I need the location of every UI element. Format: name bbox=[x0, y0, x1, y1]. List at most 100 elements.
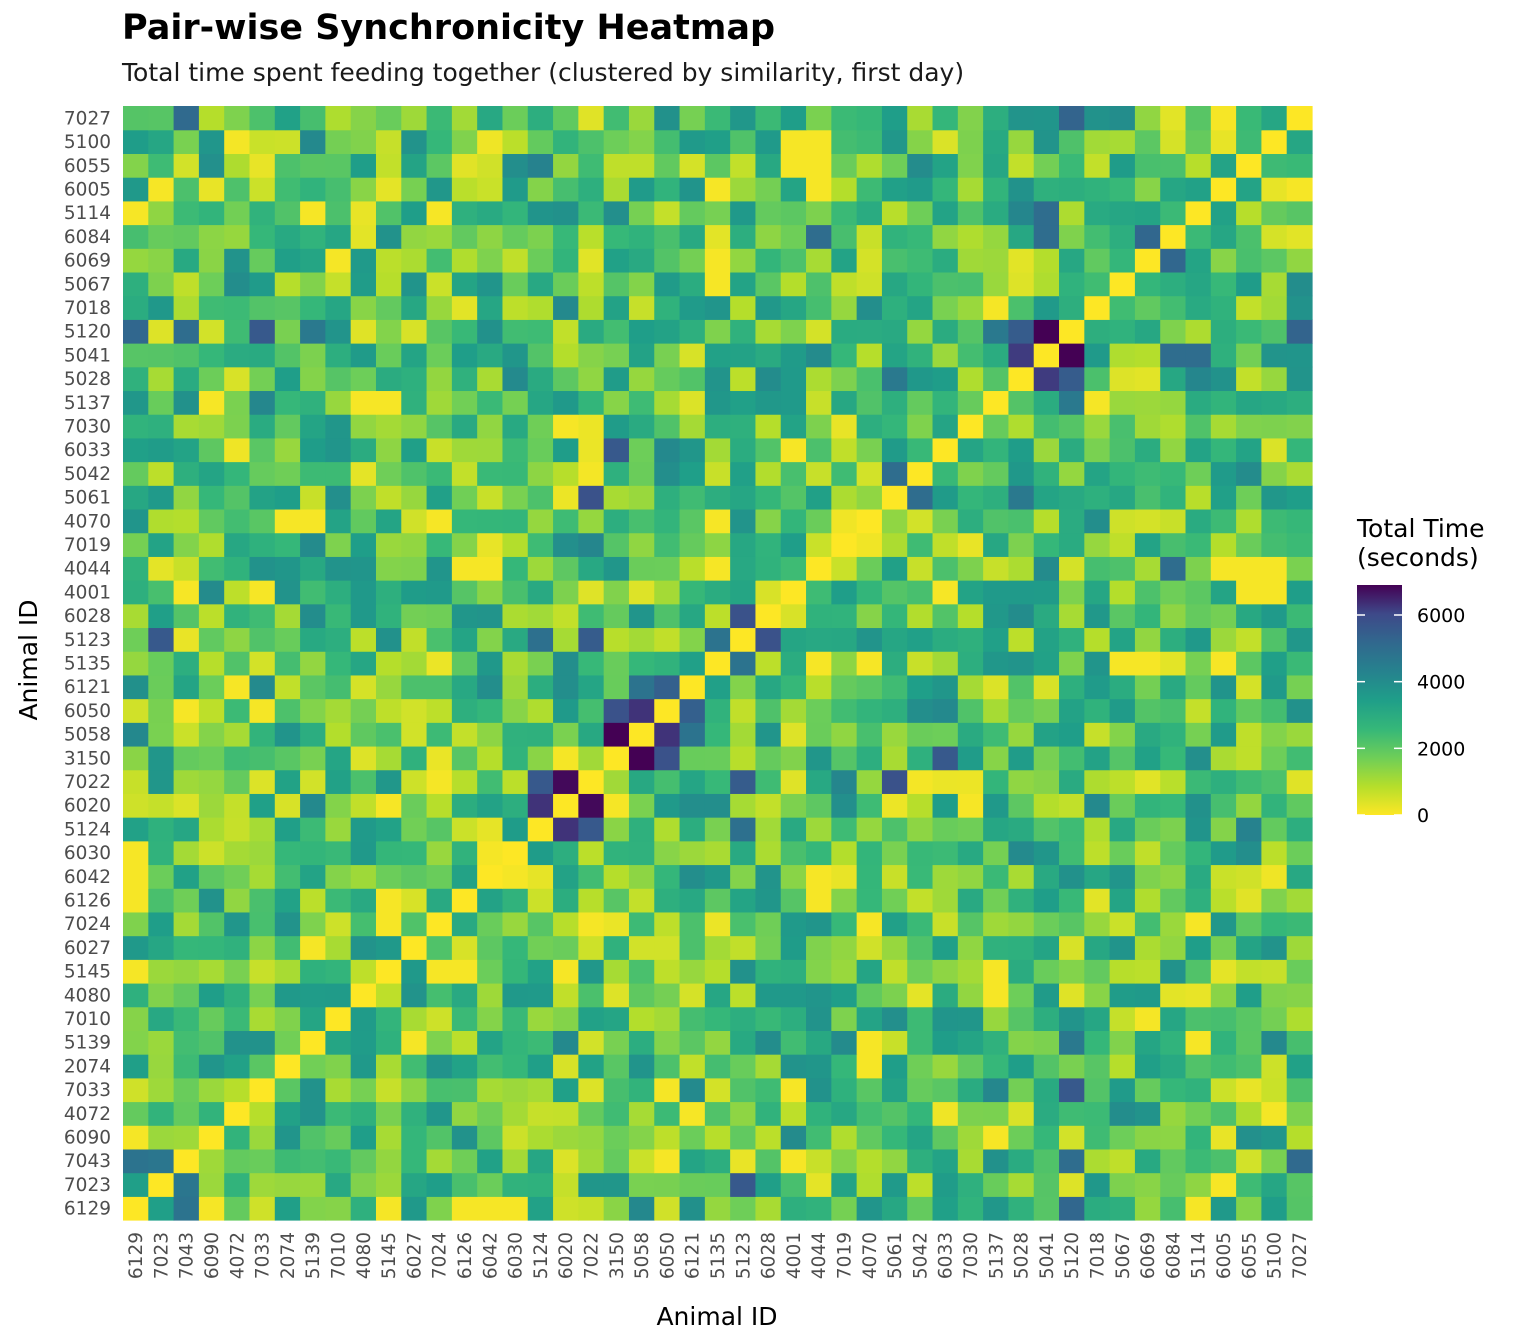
heatmap-cell bbox=[426, 793, 453, 818]
heatmap-cell bbox=[173, 1172, 200, 1197]
heatmap-cell bbox=[502, 1125, 529, 1150]
heatmap-cell bbox=[553, 769, 579, 794]
heatmap-cell bbox=[350, 911, 377, 937]
heatmap-cell bbox=[274, 437, 301, 463]
heatmap-cell bbox=[198, 935, 225, 960]
heatmap-cell bbox=[628, 366, 655, 392]
heatmap-cell bbox=[755, 508, 782, 534]
heatmap-cell bbox=[831, 1006, 858, 1031]
heatmap-cell bbox=[983, 627, 1010, 652]
heatmap-cell bbox=[806, 1006, 832, 1031]
heatmap-cell bbox=[881, 959, 908, 984]
heatmap-cell bbox=[224, 129, 251, 154]
x-tick-label: 5100 bbox=[1265, 1232, 1286, 1279]
heatmap-cell bbox=[527, 674, 554, 700]
heatmap-cell bbox=[679, 1054, 706, 1079]
heatmap-cell bbox=[1236, 911, 1263, 937]
heatmap-cell bbox=[502, 129, 529, 154]
heatmap-cell bbox=[375, 1101, 402, 1126]
heatmap-cell bbox=[198, 461, 225, 486]
heatmap-cell bbox=[123, 295, 149, 320]
heatmap-cell bbox=[780, 532, 807, 557]
heatmap-cell bbox=[173, 1054, 200, 1079]
heatmap-cell bbox=[173, 982, 200, 1008]
heatmap-cell bbox=[983, 817, 1010, 842]
heatmap-cell bbox=[907, 271, 934, 297]
heatmap-cell bbox=[907, 745, 934, 771]
heatmap-cell bbox=[477, 935, 504, 960]
heatmap-cell bbox=[1286, 769, 1313, 794]
heatmap-cell bbox=[451, 248, 478, 273]
heatmap-cell bbox=[1059, 153, 1085, 178]
heatmap-cell bbox=[300, 817, 326, 842]
heatmap-cell bbox=[1185, 106, 1212, 131]
x-tick-label: 6126 bbox=[455, 1232, 476, 1279]
heatmap-cell bbox=[451, 1054, 478, 1079]
heatmap-cell bbox=[1109, 177, 1136, 202]
heatmap-cell bbox=[1210, 1030, 1237, 1055]
heatmap-cell bbox=[1084, 177, 1111, 202]
heatmap-cell bbox=[1286, 1125, 1313, 1150]
heatmap-cell bbox=[451, 153, 478, 178]
heatmap-cell bbox=[401, 390, 428, 415]
heatmap-cell bbox=[1261, 580, 1288, 605]
heatmap-cell bbox=[1261, 1101, 1288, 1126]
heatmap-cell bbox=[730, 224, 757, 249]
heatmap-cell bbox=[704, 390, 731, 415]
heatmap-cell bbox=[1185, 982, 1212, 1008]
heatmap-cell bbox=[1109, 485, 1136, 510]
heatmap-cell bbox=[1134, 390, 1161, 415]
heatmap-cell bbox=[553, 485, 579, 510]
heatmap-cell bbox=[957, 935, 984, 960]
heatmap-cell bbox=[654, 769, 681, 794]
heatmap-cell bbox=[502, 177, 529, 202]
heatmap-cell bbox=[375, 888, 402, 913]
heatmap-cell bbox=[1261, 1054, 1288, 1079]
heatmap-cell bbox=[1236, 390, 1263, 415]
heatmap-cell bbox=[755, 935, 782, 960]
heatmap-cell bbox=[1185, 461, 1212, 486]
heatmap-cell bbox=[1059, 366, 1085, 392]
heatmap-cell bbox=[1033, 793, 1060, 818]
heatmap-cell bbox=[1059, 129, 1085, 154]
heatmap-cell bbox=[856, 1196, 883, 1221]
heatmap-cell bbox=[831, 698, 858, 723]
heatmap-cell bbox=[1160, 461, 1187, 486]
heatmap-cell bbox=[704, 1054, 731, 1079]
heatmap-cell bbox=[730, 1125, 757, 1150]
heatmap-cell bbox=[628, 1006, 655, 1031]
heatmap-cell bbox=[881, 129, 908, 154]
heatmap-cell bbox=[856, 769, 883, 794]
heatmap-cell bbox=[932, 603, 959, 629]
heatmap-cell bbox=[1185, 603, 1212, 629]
x-tick-label: 7027 bbox=[1290, 1232, 1311, 1279]
heatmap-cell bbox=[401, 556, 428, 581]
heatmap-cell bbox=[578, 129, 605, 154]
heatmap-cell bbox=[477, 580, 504, 605]
heatmap-cell bbox=[730, 106, 757, 131]
heatmap-cell bbox=[856, 295, 883, 320]
heatmap-cell bbox=[1134, 603, 1161, 629]
heatmap-cell bbox=[300, 959, 326, 984]
heatmap-cell bbox=[704, 1006, 731, 1031]
heatmap-cell bbox=[451, 129, 478, 154]
heatmap-cell bbox=[325, 745, 352, 771]
heatmap-cell bbox=[1008, 390, 1035, 415]
heatmap-cell bbox=[1134, 153, 1161, 178]
heatmap-cell bbox=[957, 888, 984, 913]
heatmap-cell bbox=[1286, 651, 1313, 676]
heatmap-cell bbox=[1210, 935, 1237, 960]
heatmap-cell bbox=[148, 651, 175, 676]
heatmap-cell bbox=[553, 1030, 579, 1055]
heatmap-cell bbox=[578, 911, 605, 937]
heatmap-cell bbox=[300, 840, 326, 866]
heatmap-cell bbox=[907, 1054, 934, 1079]
heatmap-cell bbox=[527, 982, 554, 1008]
heatmap-cell bbox=[350, 129, 377, 154]
heatmap-cell bbox=[451, 437, 478, 463]
heatmap-cell bbox=[1261, 129, 1288, 154]
heatmap-cell bbox=[1033, 959, 1060, 984]
heatmap-cell bbox=[1286, 461, 1313, 486]
heatmap-cell bbox=[249, 1148, 276, 1174]
y-tick-label: 6030 bbox=[64, 843, 111, 864]
